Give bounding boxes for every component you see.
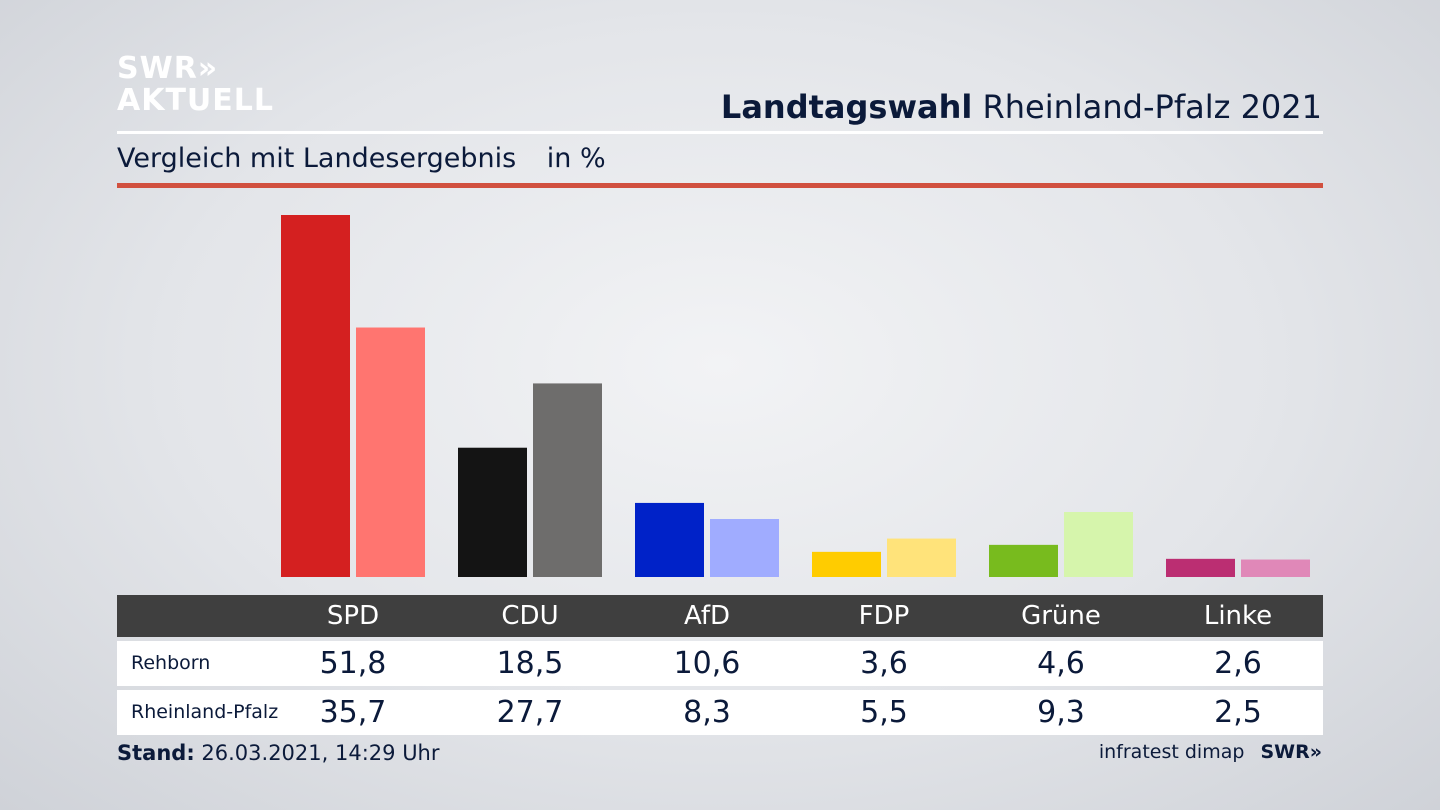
source-credit: infratest dimap SWR» [1099,741,1322,763]
value-label-gr-ne-rehborn: 4,6 [1037,646,1085,681]
bar-linke-rheinland-pfalz [1241,559,1310,577]
chart-title: Landtagswahl Rheinland-Pfalz 2021 [721,88,1322,126]
category-label-gr-ne: Grüne [1021,601,1101,631]
value-label-linke-rehborn: 2,6 [1214,646,1262,681]
bar-gr-ne-rehborn [989,544,1058,577]
source-text: infratest dimap [1098,741,1245,763]
category-label-cdu: CDU [501,601,559,631]
bar-spd-rehborn [281,215,350,577]
swr-aktuell-logo: SWR» AKTUELL [117,54,274,116]
value-label-cdu-rheinland-pfalz: 27,7 [496,695,564,730]
category-label-spd: SPD [326,601,380,631]
timestamp: Stand: 26.03.2021, 14:29 Uhr [117,741,440,765]
timestamp-label: Stand: [117,741,195,765]
category-label-linke: Linke [1203,601,1273,631]
value-label-linke-rheinland-pfalz: 2,5 [1214,695,1262,730]
bar-cdu-rehborn [458,447,527,577]
subtitle-divider [117,183,1323,188]
value-label-spd-rehborn: 51,8 [319,646,387,681]
value-label-afd-rheinland-pfalz: 8,3 [683,695,731,730]
logo-line-1: SWR» [117,51,219,86]
category-label-afd: AfD [683,601,731,631]
table-row: Rehborn 51,8 18,5 10,6 3,6 4,6 2,6 [117,641,1323,686]
table-header-row: SPD CDU AfD FDP Grüne Linke [117,595,1323,637]
value-label-afd-rehborn: 10,6 [673,646,741,681]
subtitle-unit: in % [546,143,606,174]
value-label-fdp-rehborn: 3,6 [860,646,908,681]
bar-gr-ne-rheinland-pfalz [1064,512,1133,577]
logo-line-2: AKTUELL [117,83,275,118]
row-label: Rheinland-Pfalz [131,701,279,723]
bar-spd-rheinland-pfalz [356,327,425,577]
value-label-cdu-rehborn: 18,5 [496,646,564,681]
bar-afd-rheinland-pfalz [710,518,779,577]
bar-chart [281,215,1310,577]
value-label-gr-ne-rheinland-pfalz: 9,3 [1037,695,1085,730]
category-label-fdp: FDP [858,601,910,631]
value-label-spd-rheinland-pfalz: 35,7 [319,695,387,730]
chart-title-rest: Rheinland-Pfalz 2021 [982,88,1322,126]
chart-subtitle: Vergleich mit Landesergebnis in % [117,143,606,174]
chart-title-bold: Landtagswahl [720,88,973,126]
title-divider [117,131,1323,134]
bar-fdp-rheinland-pfalz [887,538,956,577]
bar-fdp-rehborn [812,551,881,577]
table-row: Rheinland-Pfalz 35,7 27,7 8,3 5,5 9,3 2,5 [117,690,1323,735]
subtitle-text: Vergleich mit Landesergebnis [117,143,517,174]
row-label: Rehborn [131,652,211,674]
bar-afd-rehborn [635,502,704,577]
bar-linke-rehborn [1166,558,1235,577]
timestamp-value: 26.03.2021, 14:29 Uhr [201,741,440,765]
value-label-fdp-rheinland-pfalz: 5,5 [860,695,908,730]
bar-cdu-rheinland-pfalz [533,383,602,577]
results-table: SPD CDU AfD FDP Grüne Linke Rehborn 51,8 18,5 1… [117,595,1323,735]
swr-footer-logo: SWR» [1260,741,1322,763]
